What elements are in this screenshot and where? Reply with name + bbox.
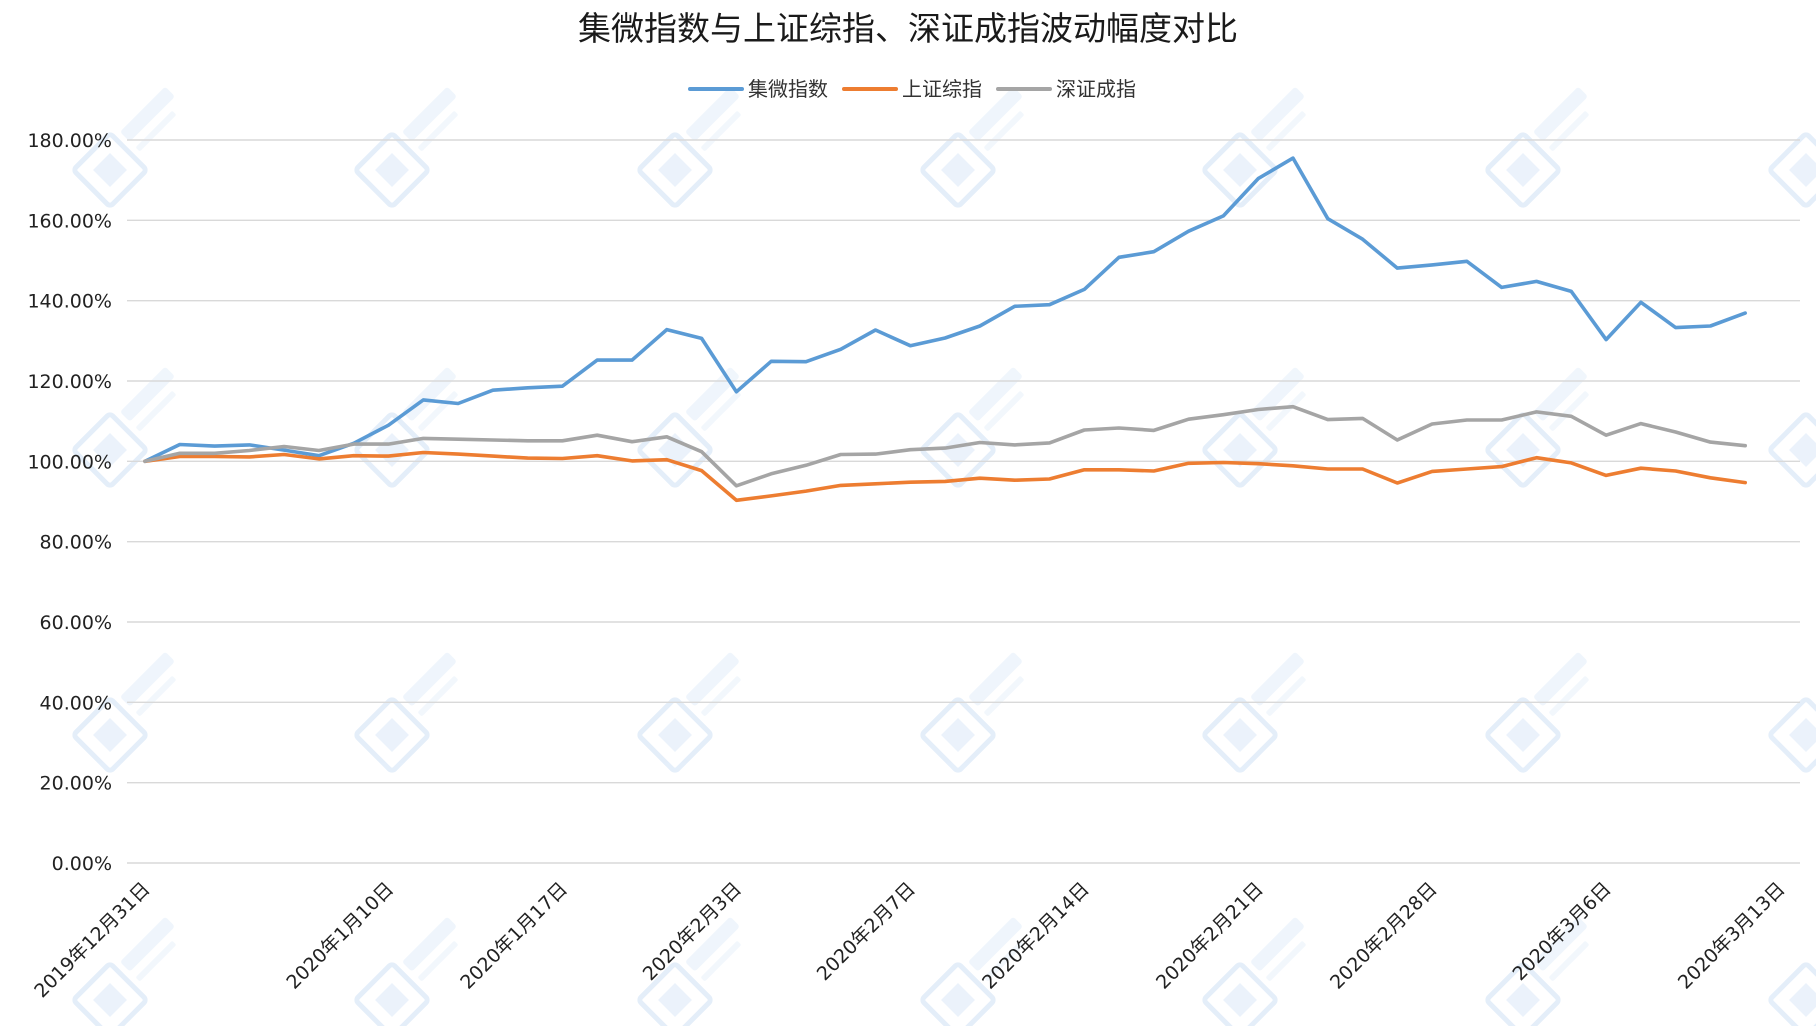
series-line bbox=[143, 404, 1747, 488]
watermark-logo bbox=[1202, 652, 1306, 773]
legend: 集微指数 上证综指 深证成指 bbox=[688, 77, 1136, 101]
legend-label: 上证综指 bbox=[902, 77, 982, 101]
y-tick-label: 40.00% bbox=[40, 692, 112, 714]
watermark-layer bbox=[72, 87, 1816, 1026]
y-axis: 0.00% 20.00% 40.00% 60.00% 80.00% 100.00% 120.… bbox=[27, 130, 112, 875]
x-tick-label: 2020年1月17日 bbox=[456, 878, 572, 994]
x-tick-label: 2020年2月7日 bbox=[813, 878, 920, 985]
x-axis: 2019年12月31日 2020年1月10日 2020年1月17日 2020年2月3日… bbox=[30, 878, 1789, 1002]
watermark-logo bbox=[1485, 652, 1589, 773]
x-tick-label: 2020年3月13日 bbox=[1674, 878, 1790, 994]
watermark-logo bbox=[1202, 87, 1306, 208]
watermark-logo bbox=[1768, 697, 1816, 773]
watermark-logo bbox=[354, 652, 458, 773]
y-tick-label: 120.00% bbox=[27, 371, 112, 393]
series-lines bbox=[143, 156, 1747, 503]
y-tick-label: 180.00% bbox=[27, 130, 112, 152]
watermark-logo bbox=[72, 87, 176, 208]
y-tick-label: 140.00% bbox=[27, 291, 112, 313]
watermark-logo bbox=[354, 917, 458, 1026]
gridlines bbox=[127, 139, 1800, 864]
watermark-logo bbox=[920, 652, 1024, 773]
watermark-logo bbox=[637, 652, 741, 773]
legend-label: 深证成指 bbox=[1056, 77, 1136, 101]
y-tick-label: 80.00% bbox=[40, 532, 112, 554]
x-tick-label: 2020年2月28日 bbox=[1326, 878, 1442, 994]
y-tick-label: 60.00% bbox=[40, 612, 112, 634]
watermark-logo bbox=[1485, 917, 1589, 1026]
y-tick-label: 100.00% bbox=[27, 451, 112, 473]
watermark-logo bbox=[1768, 962, 1816, 1026]
watermark-logo bbox=[1768, 132, 1816, 208]
watermark-logo bbox=[637, 87, 741, 208]
series-line bbox=[143, 156, 1747, 464]
y-tick-label: 160.00% bbox=[27, 210, 112, 232]
watermark-logo bbox=[1485, 87, 1589, 208]
watermark-logo bbox=[1202, 917, 1306, 1026]
chart-title: 集微指数与上证综指、深证成指波动幅度对比 bbox=[578, 9, 1238, 48]
series-line bbox=[143, 450, 1747, 503]
watermark-logo bbox=[354, 87, 458, 208]
y-tick-label: 20.00% bbox=[40, 773, 112, 795]
watermark-logo bbox=[1768, 412, 1816, 488]
y-tick-label: 0.00% bbox=[52, 853, 112, 875]
legend-label: 集微指数 bbox=[748, 77, 828, 101]
